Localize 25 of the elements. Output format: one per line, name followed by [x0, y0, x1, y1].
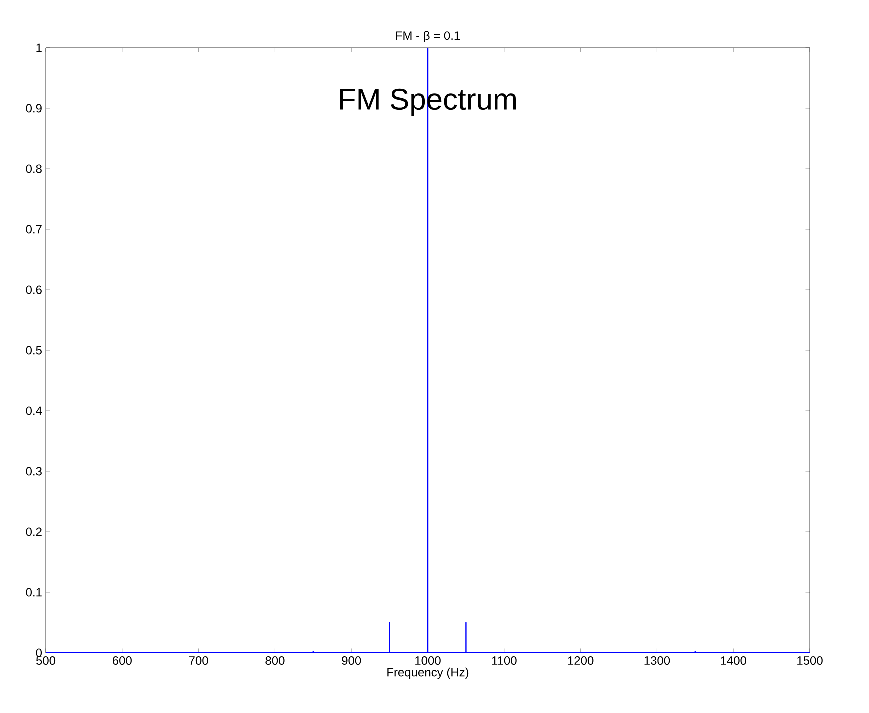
y-tick-label: 0.1	[26, 588, 42, 597]
y-tick-label: 0	[36, 648, 42, 658]
y-tick-label: 0.8	[26, 164, 42, 174]
x-axis-title: Frequency (Hz)	[388, 668, 469, 680]
x-tick-label: 1400	[721, 656, 746, 666]
x-tick-label: 1000	[416, 656, 441, 666]
x-tick-label: 500	[36, 656, 56, 666]
x-tick-label: 900	[342, 656, 362, 666]
x-tick-label: 600	[113, 656, 132, 666]
y-tick-label: 0.6	[26, 286, 42, 294]
x-tick-label: 1100	[492, 656, 517, 666]
x-tick-label: 1500	[798, 656, 823, 666]
y-tick-label: 0.7	[26, 225, 42, 234]
y-tick-label: 0.2	[26, 528, 42, 536]
y-tick-label: 0.5	[26, 346, 42, 355]
x-tick-label: 1200	[568, 656, 594, 666]
chart-title: FM - β = 0.1	[396, 31, 460, 42]
y-tick-label: 0.3	[26, 467, 42, 476]
y-tick-label: 0.9	[26, 104, 42, 113]
x-tick-label: 800	[266, 656, 285, 666]
y-tick-label: 0.4	[26, 406, 42, 416]
line-series	[46, 48, 810, 654]
x-tick-label: 1300	[644, 656, 670, 666]
y-tick-label: 1	[36, 44, 42, 52]
x-tick-label: 700	[189, 656, 208, 666]
